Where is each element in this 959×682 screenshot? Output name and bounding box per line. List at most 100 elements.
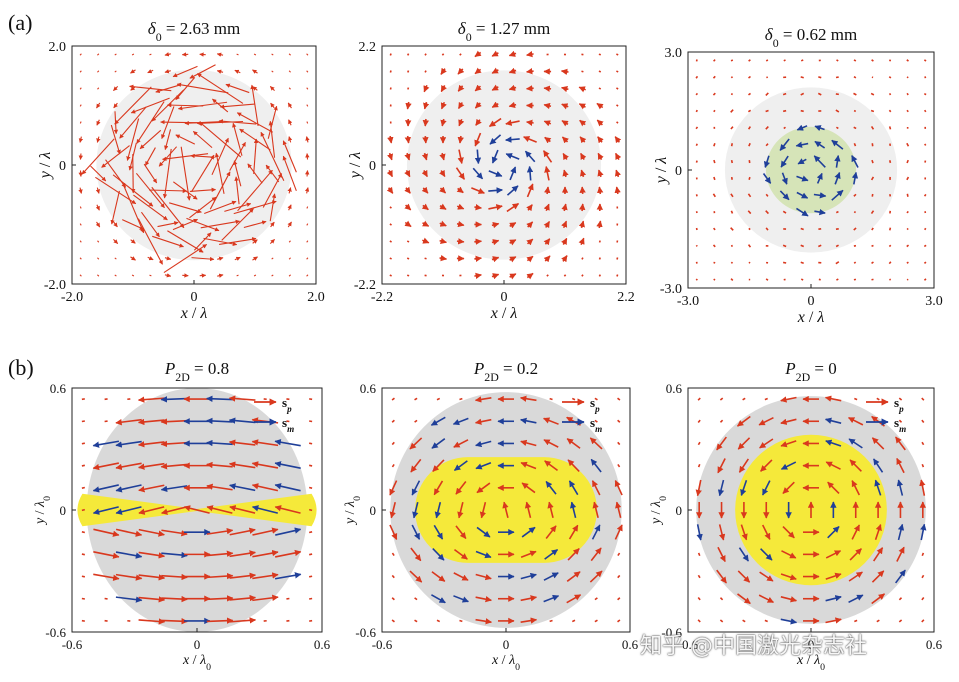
field-arrow	[475, 118, 482, 126]
field-arrow	[389, 206, 392, 209]
field-arrow	[476, 526, 491, 538]
field-arrow	[747, 244, 752, 248]
field-arrow	[218, 119, 257, 125]
field-arrow	[906, 210, 909, 214]
field-arrow	[78, 187, 83, 194]
field-arrow	[452, 417, 469, 426]
field-arrow	[713, 176, 716, 181]
y-tick-label: -0.6	[661, 625, 682, 640]
field-arrow	[696, 524, 703, 541]
field-arrow	[747, 109, 752, 113]
field-arrow	[453, 595, 469, 603]
field-arrow	[184, 120, 221, 126]
y-axis-label: y / λ	[347, 152, 364, 181]
field-arrow	[780, 573, 797, 581]
x-tick-label: 2.0	[307, 290, 325, 305]
y-axis-label: y / λ0	[649, 496, 669, 526]
field-arrow	[79, 53, 82, 56]
field-arrow	[161, 529, 188, 537]
field-arrow	[796, 124, 808, 131]
field-arrow	[712, 193, 716, 198]
field-arrow	[526, 165, 534, 181]
field-arrow	[161, 617, 188, 625]
x-tick-label: -0.6	[62, 637, 83, 652]
field-arrow	[217, 256, 224, 261]
field-arrow	[695, 75, 699, 79]
y-tick-label: 0	[59, 159, 66, 174]
field-arrow	[736, 415, 751, 427]
y-tick-label: 0	[60, 503, 67, 518]
chart-panel-4: -0.6 0 0.6 -0.6 0 0.6 P2D = 0.8 x / λ0 y / λ0 sps…	[33, 359, 331, 673]
field-arrow	[389, 257, 392, 260]
field-arrow	[458, 118, 465, 127]
field-arrow	[818, 244, 822, 248]
y-tick-label: -3.0	[660, 282, 682, 297]
field-arrow	[730, 126, 734, 130]
field-arrow	[404, 152, 411, 161]
field-arrow	[543, 255, 551, 263]
field-arrow	[138, 596, 166, 603]
field-arrow	[920, 523, 927, 541]
field-arrow	[730, 76, 734, 79]
field-arrow	[183, 505, 210, 514]
x-tick-label: 0	[194, 637, 201, 652]
field-arrow	[921, 619, 925, 623]
y-axis-label: y / λ	[653, 157, 670, 186]
field-arrow	[921, 574, 925, 579]
field-arrow	[747, 126, 752, 130]
field-arrow	[143, 163, 158, 184]
field-arrow	[543, 238, 551, 246]
field-arrow	[115, 506, 142, 515]
field-arrow	[138, 574, 166, 581]
field-arrow	[421, 152, 428, 161]
field-arrow	[169, 202, 202, 214]
field-arrow	[921, 552, 925, 557]
field-arrow	[717, 458, 726, 474]
field-arrow	[825, 439, 842, 447]
field-arrow	[252, 549, 279, 558]
y-tick-label: 0.6	[360, 381, 377, 396]
field-arrow	[97, 240, 100, 243]
field-arrow	[95, 204, 100, 211]
y-tick-label: 0	[675, 164, 682, 179]
field-arrow	[422, 237, 430, 244]
field-arrow	[237, 169, 273, 212]
panel-title: δ0 = 1.27 mm	[458, 19, 550, 44]
field-arrow	[149, 53, 152, 56]
field-arrow	[391, 597, 395, 601]
field-arrow	[614, 169, 622, 178]
field-arrow	[617, 597, 621, 601]
field-arrow	[274, 483, 301, 492]
field-arrow	[580, 169, 587, 178]
field-arrow	[79, 223, 82, 226]
x-axis-label: x / λ0	[491, 653, 520, 673]
field-arrow	[906, 142, 910, 147]
field-arrow	[175, 134, 196, 145]
field-arrow	[186, 217, 220, 232]
field-arrow	[236, 112, 273, 133]
field-arrow	[406, 274, 410, 277]
field-arrow	[566, 571, 581, 582]
field-arrow	[386, 170, 394, 178]
field-arrow	[895, 569, 906, 584]
field-arrow	[229, 594, 257, 602]
field-arrow	[543, 594, 560, 603]
field-arrow	[782, 525, 795, 539]
field-arrow	[748, 59, 751, 62]
field-arrow	[113, 85, 119, 92]
field-arrow	[271, 257, 274, 260]
field-arrow	[888, 160, 892, 164]
field-arrow	[149, 188, 188, 194]
field-arrow	[130, 239, 136, 244]
field-arrow	[269, 85, 275, 92]
field-arrow	[759, 438, 774, 449]
field-arrow	[206, 483, 233, 491]
field-arrow	[870, 210, 875, 215]
field-arrow	[479, 502, 487, 519]
field-arrow	[566, 438, 581, 449]
field-arrow	[876, 619, 880, 623]
field-arrow	[199, 121, 242, 158]
field-arrow	[164, 52, 171, 57]
field-arrow	[524, 501, 532, 518]
field-arrow	[243, 220, 267, 229]
